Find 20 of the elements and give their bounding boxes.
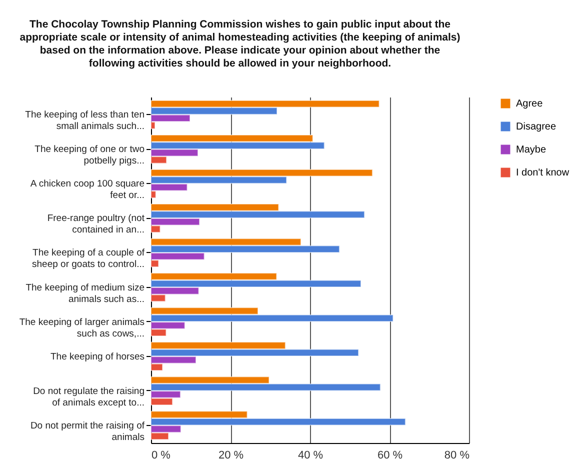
y-tick-label: Free-range poultry (not contained in an... (47, 213, 145, 236)
y-tick-label: Do not regulate the raising of animals except to... (33, 386, 144, 408)
x-tick-label: 40 % (298, 450, 324, 462)
y-tick-label: The keeping of less than ten small animals such... (25, 110, 144, 132)
x-tick-label: 20 % (218, 450, 244, 462)
y-tick-label: The keeping of medium size animals such as... (26, 282, 144, 305)
x-tick-label: 60 % (377, 450, 403, 462)
x-tick-label: 0 % (152, 450, 171, 462)
x-tick-label: 80 % (444, 450, 470, 462)
legend-label: Disagree (516, 122, 556, 132)
y-tick-label: The keeping of one or two potbelly pigs... (34, 144, 144, 167)
y-tick-label: Do not permit the raising of animals (30, 420, 145, 443)
y-tick-label: A chicken coop 100 square feet or... (30, 178, 144, 202)
legend-label: Maybe (516, 144, 546, 156)
legend-label: I don't know (516, 168, 570, 178)
y-tick-label: The keeping of larger animals such as cows,... (19, 316, 145, 340)
y-tick-label: The keeping of a couple of sheep or goats to control... (32, 248, 145, 270)
chart-title: The Chocolay Township Planning Commission wishes to gain public input about the appropriate scale or intensity of animal homesteading activities (the keeping of animals) based on the information above. Please indicate your opinion about whether the following activities should be allowed in your neighborhood. (20, 18, 460, 70)
legend-label: Agree (516, 98, 544, 110)
y-tick-label: The keeping of horses (50, 351, 145, 362)
